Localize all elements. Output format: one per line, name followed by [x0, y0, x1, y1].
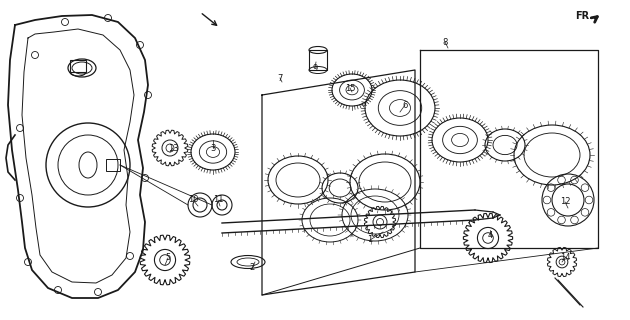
- Text: 8: 8: [442, 37, 448, 46]
- Text: 10: 10: [188, 196, 198, 204]
- Text: 3: 3: [210, 143, 215, 153]
- Text: 2: 2: [249, 263, 255, 273]
- Text: 6: 6: [403, 100, 408, 109]
- Text: 12: 12: [559, 197, 570, 206]
- Bar: [309, 50, 327, 70]
- Bar: [70, 60, 86, 72]
- Text: 5: 5: [165, 253, 171, 262]
- Text: 4: 4: [488, 230, 493, 239]
- Text: 13: 13: [168, 143, 178, 153]
- Text: 15: 15: [345, 84, 355, 92]
- Text: 7: 7: [277, 74, 283, 83]
- Text: 14: 14: [559, 253, 570, 262]
- Text: FR.: FR.: [575, 11, 593, 21]
- Text: 11: 11: [213, 196, 223, 204]
- Text: 9: 9: [312, 63, 318, 73]
- Bar: [106, 159, 120, 171]
- Text: 1: 1: [367, 236, 372, 244]
